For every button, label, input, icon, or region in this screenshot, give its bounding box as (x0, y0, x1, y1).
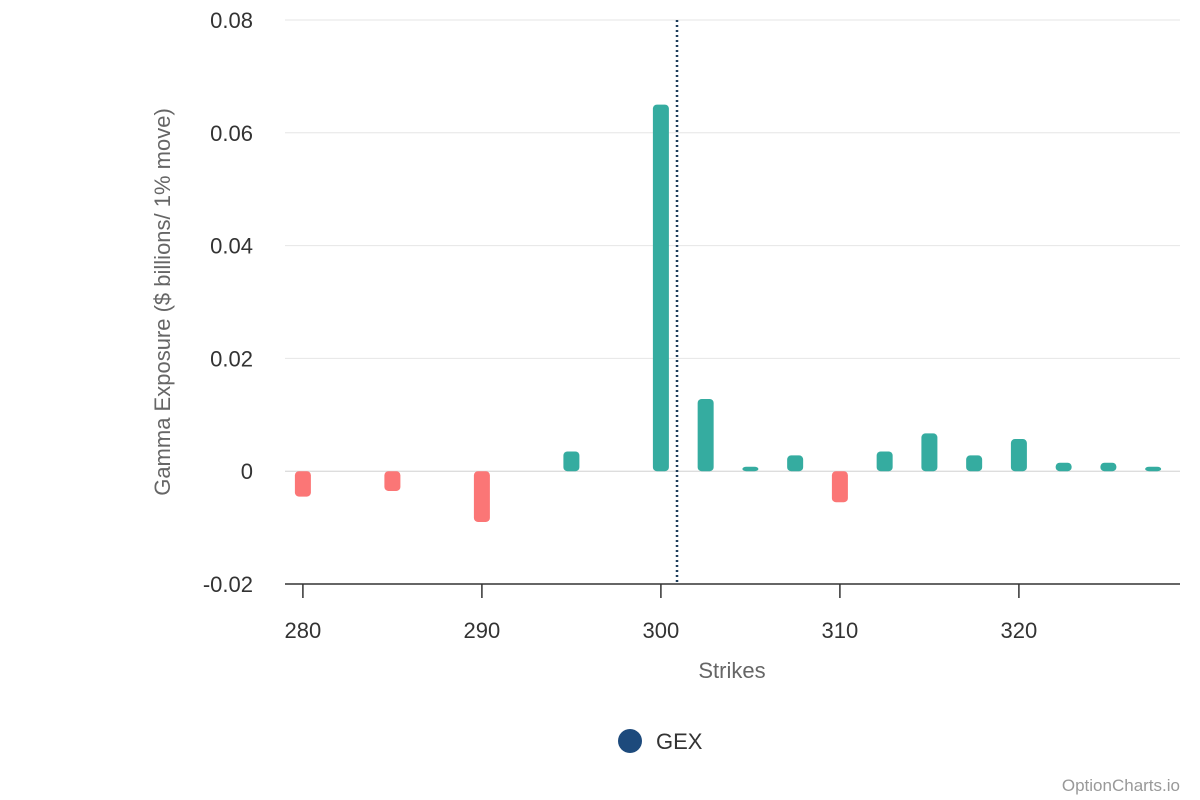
legend-marker-icon (618, 729, 642, 753)
y-tick-label: 0.08 (210, 8, 253, 33)
x-tick-label: 300 (643, 618, 680, 643)
x-tick-label: 310 (822, 618, 859, 643)
bar[interactable] (294, 471, 311, 497)
y-tick-label: -0.02 (203, 572, 253, 597)
bar[interactable] (831, 471, 848, 503)
bar[interactable] (473, 471, 490, 522)
bar[interactable] (652, 104, 669, 472)
x-axis-title: Strikes (698, 658, 765, 683)
bar[interactable] (697, 399, 714, 472)
bar[interactable] (1010, 439, 1027, 472)
bar[interactable] (1055, 462, 1072, 472)
y-tick-label: 0 (241, 459, 253, 484)
legend-label: GEX (656, 729, 703, 754)
axes: -0.02 0 0.02 0.04 0.06 0.08 280 290 300 310 320 (203, 8, 1180, 643)
bars (294, 104, 1162, 522)
legend[interactable]: GEX (618, 729, 703, 754)
bar[interactable] (787, 455, 804, 472)
x-tick-label: 290 (464, 618, 501, 643)
bar[interactable] (384, 471, 401, 491)
bar[interactable] (742, 466, 759, 472)
y-tick-label: 0.06 (210, 121, 253, 146)
grid-lines (285, 19, 1180, 472)
bar[interactable] (1145, 466, 1162, 472)
bar[interactable] (563, 451, 580, 472)
x-tick-label: 320 (1001, 618, 1038, 643)
bar[interactable] (1100, 462, 1117, 472)
credit-link[interactable]: OptionCharts.io (1062, 776, 1180, 795)
y-tick-label: 0.04 (210, 234, 253, 259)
bar[interactable] (876, 451, 893, 472)
x-tick-label: 280 (285, 618, 322, 643)
bar[interactable] (921, 433, 938, 472)
y-tick-label: 0.02 (210, 346, 253, 371)
bar[interactable] (966, 455, 983, 472)
y-axis-title: Gamma Exposure ($ billions/ 1% move) (150, 108, 175, 496)
